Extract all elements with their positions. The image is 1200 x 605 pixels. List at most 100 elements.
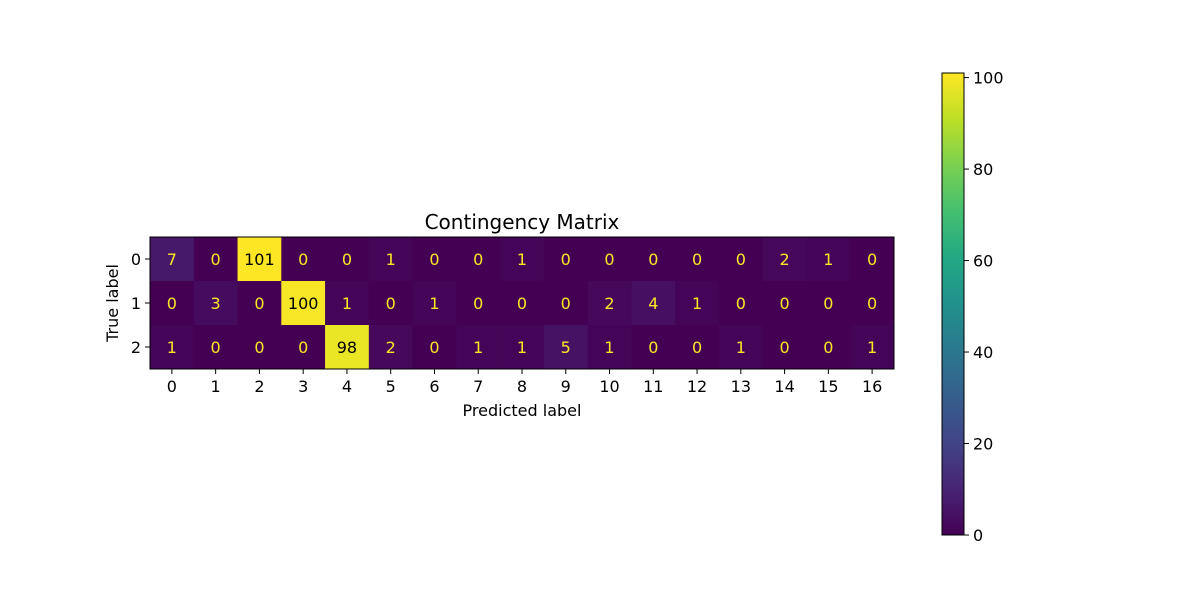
heatmap-cell	[675, 237, 720, 282]
x-tick-label: 0	[167, 377, 177, 396]
chart-title: Contingency Matrix	[425, 210, 620, 234]
heatmap-cell	[587, 281, 632, 326]
heatmap-cell	[500, 237, 545, 282]
heatmap-cell	[543, 325, 589, 370]
heatmap-cell	[193, 237, 239, 282]
cell-value-label: 0	[692, 250, 702, 269]
heatmap-cells	[150, 237, 895, 370]
cell-value-label: 0	[648, 338, 658, 357]
heatmap-cell	[762, 325, 807, 370]
heatmap-cell	[675, 325, 720, 370]
heatmap-cell	[368, 237, 414, 282]
y-axis: 0 1 2	[131, 250, 150, 357]
cell-value-label: 0	[779, 294, 789, 313]
colorbar-tick-label: 40	[973, 343, 993, 362]
x-tick-label: 11	[643, 377, 663, 396]
cell-value-label: 0	[561, 250, 571, 269]
heatmap-cell	[368, 281, 414, 326]
cell-value-label: 0	[561, 294, 571, 313]
heatmap-cell	[762, 281, 807, 326]
cell-value-label: 3	[211, 294, 221, 313]
cell-value-label: 0	[429, 250, 439, 269]
x-tick-label: 9	[561, 377, 571, 396]
heatmap-cell	[587, 325, 632, 370]
x-axis: 0 1 2 3 4 5 6 7 8 9 10 11 12 13 14 15 16	[167, 369, 882, 396]
heatmap-cell	[806, 237, 851, 282]
heatmap-cell	[325, 281, 370, 326]
cell-value-label: 2	[779, 250, 789, 269]
x-tick-label: 12	[687, 377, 707, 396]
heatmap-cell	[150, 237, 195, 282]
x-axis-label: Predicted label	[463, 401, 582, 420]
heatmap-cell	[543, 237, 589, 282]
heatmap-cell	[237, 237, 282, 282]
cell-value-label: 0	[823, 338, 833, 357]
x-tick-label: 15	[818, 377, 838, 396]
y-tick-label: 2	[131, 338, 141, 357]
heatmap-cell	[325, 325, 370, 370]
y-tick-label: 0	[131, 250, 141, 269]
cell-value-label: 1	[473, 338, 483, 357]
cell-value-label: 0	[211, 338, 221, 357]
cell-value-label: 0	[648, 250, 658, 269]
cell-value-label: 0	[254, 294, 264, 313]
cell-value-label: 0	[211, 250, 221, 269]
heatmap-cell	[193, 325, 239, 370]
cell-value-label: 0	[298, 250, 308, 269]
cell-value-label: 0	[342, 250, 352, 269]
y-tick-label: 1	[131, 294, 141, 313]
colorbar-tick-label: 100	[973, 69, 1004, 88]
heatmap-cell	[325, 237, 370, 282]
cell-value-label: 2	[386, 338, 396, 357]
cell-value-label: 1	[517, 338, 527, 357]
y-axis-label: True label	[103, 264, 122, 343]
cell-value-label: 0	[779, 338, 789, 357]
cell-value-label: 0	[473, 250, 483, 269]
cell-value-label: 2	[604, 294, 614, 313]
heatmap-cell	[850, 281, 895, 326]
x-tick-label: 6	[429, 377, 439, 396]
x-tick-label: 5	[386, 377, 396, 396]
heatmap-cell	[543, 281, 589, 326]
heatmap-cell	[850, 325, 895, 370]
cell-value-label: 0	[167, 294, 177, 313]
heatmap-cell	[412, 325, 457, 370]
heatmap-cell	[237, 325, 282, 370]
colorbar-axis: 0 20 40 60 80 100	[964, 69, 1004, 545]
cell-value-label: 1	[342, 294, 352, 313]
heatmap-cell	[456, 281, 501, 326]
cell-value-label: 0	[473, 294, 483, 313]
heatmap-cell	[412, 237, 457, 282]
heatmap-cell	[500, 325, 545, 370]
cell-value-label: 1	[823, 250, 833, 269]
cell-value-label: 0	[298, 338, 308, 357]
cell-value-label: 0	[692, 338, 702, 357]
cell-value-label: 1	[429, 294, 439, 313]
heatmap-cell	[631, 237, 676, 282]
heatmap-cell	[368, 325, 414, 370]
x-tick-label: 8	[517, 377, 527, 396]
cell-value-label: 0	[823, 294, 833, 313]
heatmap-cell	[237, 281, 282, 326]
heatmap-cell	[762, 237, 807, 282]
cell-value-label: 1	[386, 250, 396, 269]
cell-value-label: 4	[648, 294, 658, 313]
cell-value-label: 1	[604, 338, 614, 357]
cell-value-label: 1	[692, 294, 702, 313]
colorbar-tick-label: 20	[973, 435, 993, 454]
heatmap-cell	[193, 281, 239, 326]
heatmap-cell	[718, 237, 764, 282]
heatmap-cell	[587, 237, 632, 282]
heatmap-cell	[456, 237, 501, 282]
cell-value-label: 0	[517, 294, 527, 313]
cell-value-label: 7	[167, 250, 177, 269]
heatmap-cell	[281, 325, 326, 370]
cell-value-label: 0	[736, 294, 746, 313]
cell-value-label: 0	[867, 250, 877, 269]
heatmap-cell	[150, 281, 195, 326]
heatmap-cell	[456, 325, 501, 370]
x-tick-label: 16	[862, 377, 882, 396]
heatmap-cell	[281, 281, 326, 326]
cell-value-label: 0	[386, 294, 396, 313]
